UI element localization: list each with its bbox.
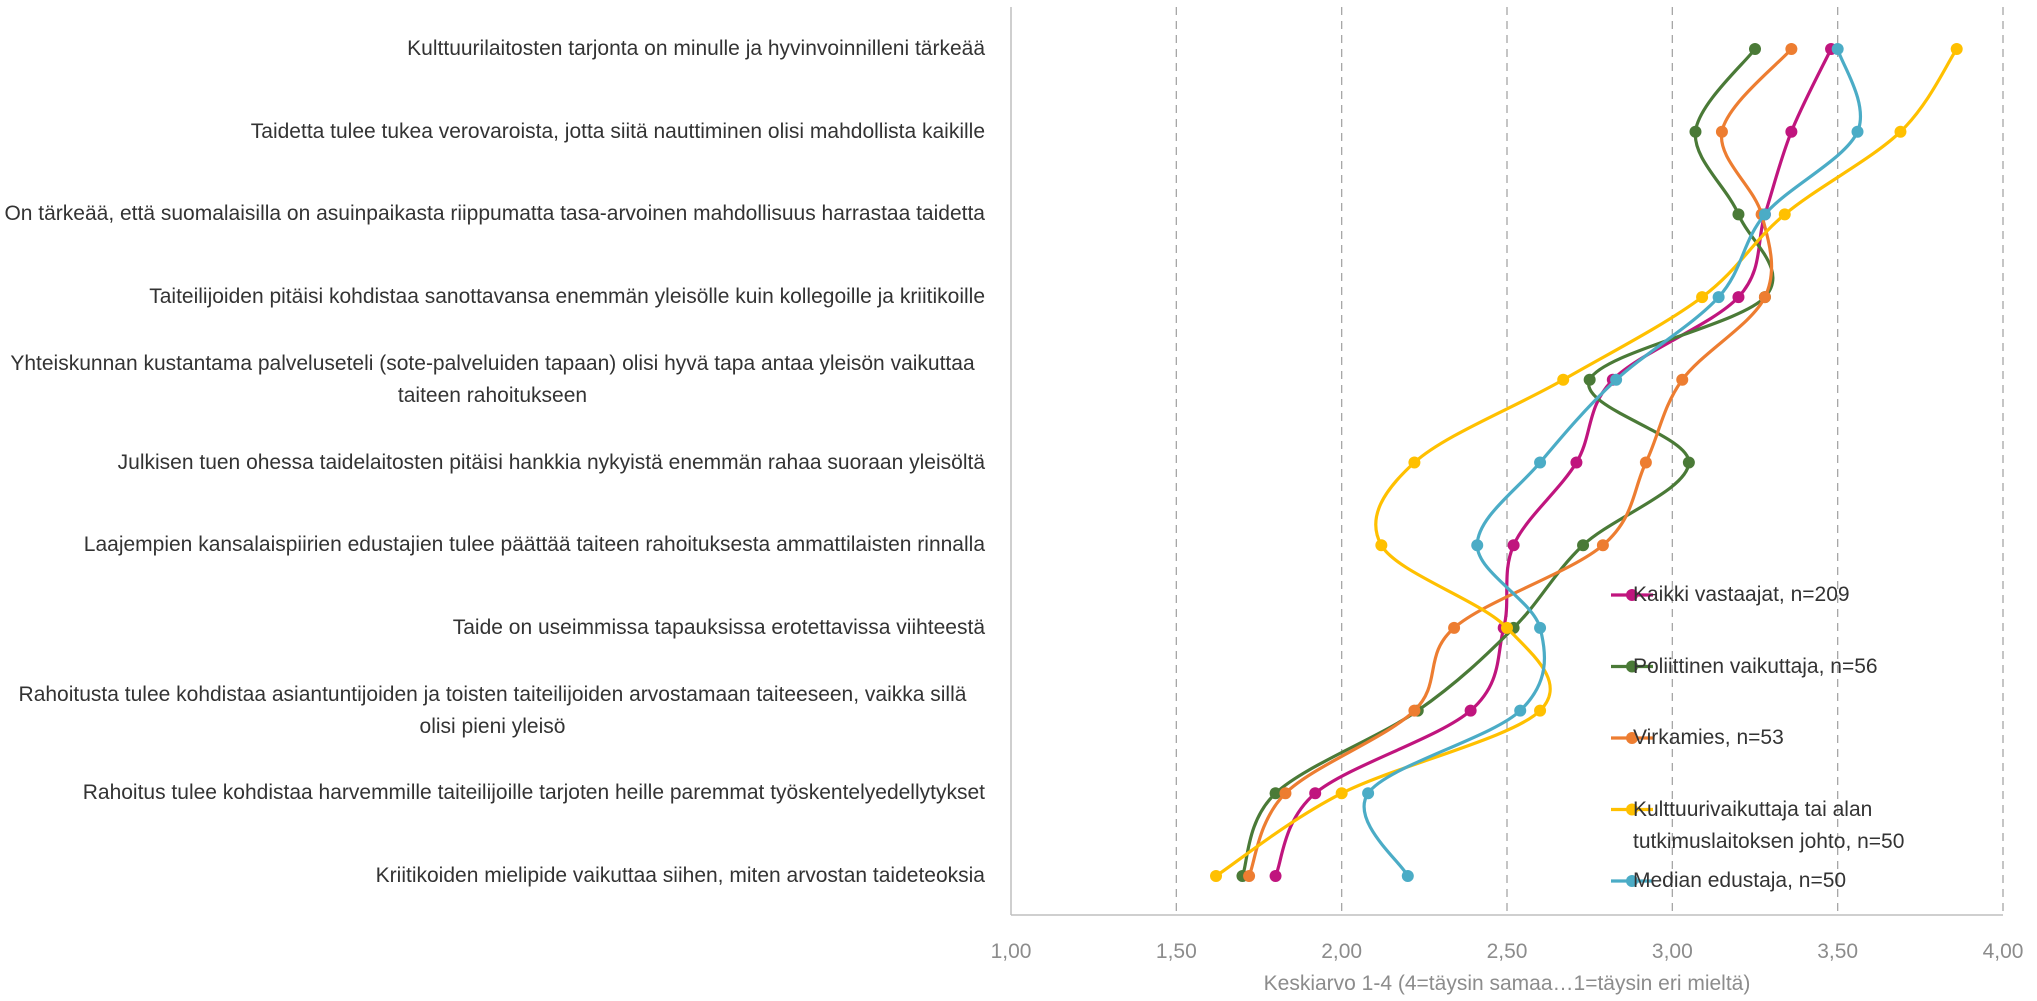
data-point [1758, 291, 1771, 304]
category-text: Laajempien kansalaispiirien edustajien t… [83, 533, 985, 557]
data-point [1243, 870, 1256, 882]
data-point [1534, 456, 1547, 469]
data-point [1279, 787, 1292, 800]
data-point [1950, 43, 1963, 55]
category-text: Taidetta tulee tukea verovaroista, jotta… [250, 119, 985, 143]
data-point [1851, 125, 1864, 138]
category-text: On tärkeää, että suomalaisilla on asuinp… [4, 202, 985, 226]
data-point [1894, 125, 1907, 138]
data-point [1570, 456, 1583, 469]
category-text: Taide on useimmissa tapauksissa erotetta… [452, 615, 985, 639]
data-point [1639, 456, 1652, 469]
data-point [1309, 787, 1322, 800]
data-point [1715, 125, 1728, 138]
data-point [1732, 291, 1745, 304]
data-point [1375, 539, 1388, 552]
data-point [1464, 704, 1477, 717]
data-point [1682, 456, 1695, 469]
category-label: Taide on useimmissa tapauksissa erotetta… [0, 612, 985, 644]
x-tick-label: 2,50 [1486, 940, 1528, 963]
series-line [1247, 47, 1793, 877]
data-point [1401, 870, 1414, 882]
legend-label: Median edustaja, n=50 [1633, 869, 1847, 892]
legend-swatch-dot [1626, 589, 1638, 601]
legend-label: Poliittinen vaikuttaja, n=56 [1633, 654, 1878, 678]
data-point [1676, 373, 1689, 386]
data-point [1534, 621, 1547, 634]
category-text: Rahoitus tulee kohdistaa harvemmille tai… [82, 781, 985, 805]
data-point [1732, 208, 1745, 221]
category-label: Julkisen tuen ohessa taidelaitosten pitä… [0, 447, 985, 479]
data-point [1696, 291, 1709, 304]
data-point [1785, 125, 1798, 138]
category-text: Yhteiskunnan kustantama palveluseteli (s… [10, 351, 975, 407]
data-point [1335, 787, 1348, 800]
legend-swatch-dot [1626, 660, 1638, 673]
x-axis-title: Keskiarvo 1-4 (4=täysin samaa…1=täysin e… [1263, 972, 1751, 995]
data-point [1577, 539, 1590, 552]
x-tick-label: 1,00 [990, 940, 1032, 963]
category-label: Laajempien kansalaispiirien edustajien t… [0, 529, 985, 561]
data-point [1534, 704, 1547, 717]
legend-swatch-dot [1626, 732, 1638, 744]
x-tick-label: 1,50 [1155, 940, 1197, 963]
category-label: Rahoitus tulee kohdistaa harvemmille tai… [0, 777, 985, 809]
category-text: Taiteilijoiden pitäisi kohdistaa sanotta… [149, 285, 985, 309]
category-label: Taidetta tulee tukea verovaroista, jotta… [0, 116, 985, 148]
legend-swatch-dot [1626, 875, 1638, 887]
data-point [1778, 208, 1791, 221]
data-point [1507, 539, 1520, 552]
legend-label: Kaikki vastaajat, n=209 [1633, 583, 1850, 606]
category-text: Kriitikoiden mielipide vaikuttaa siihen,… [375, 864, 985, 887]
data-point [1831, 43, 1844, 55]
category-label: Kriitikoiden mielipide vaikuttaa siihen,… [0, 860, 985, 892]
x-tick-label: 4,00 [1982, 940, 2024, 963]
x-tick-label: 3,50 [1817, 940, 1859, 963]
category-label: Kulttuurilaitosten tarjonta on minulle j… [0, 33, 985, 65]
category-text: Kulttuurilaitosten tarjonta on minulle j… [407, 37, 985, 60]
x-tick-label: 2,00 [1321, 940, 1363, 963]
category-label: Taiteilijoiden pitäisi kohdistaa sanotta… [0, 281, 985, 313]
data-point [1471, 539, 1484, 552]
data-point [1785, 43, 1798, 55]
data-point [1269, 870, 1282, 882]
data-point [1689, 125, 1702, 138]
data-point [1448, 621, 1461, 634]
data-point [1557, 373, 1570, 386]
x-tick-label: 3,00 [1651, 940, 1693, 963]
data-point [1596, 539, 1609, 552]
data-point [1269, 787, 1282, 800]
data-point [1514, 704, 1527, 717]
data-point [1362, 787, 1375, 800]
data-point [1610, 373, 1623, 386]
data-point [1501, 621, 1513, 634]
category-label: Yhteiskunnan kustantama palveluseteli (s… [0, 348, 985, 412]
legend-swatch-dot [1626, 803, 1638, 816]
category-label: On tärkeää, että suomalaisilla on asuinp… [0, 198, 985, 230]
legend-label: Virkamies, n=53 [1633, 726, 1784, 749]
legend-label: Kulttuurivaikuttaja tai alan tutkimuslai… [1633, 797, 1905, 853]
data-point [1408, 456, 1421, 469]
data-point [1583, 373, 1596, 386]
data-point [1210, 870, 1223, 882]
category-label: Rahoitusta tulee kohdistaa asiantuntijoi… [0, 679, 985, 743]
data-point [1408, 704, 1421, 717]
data-point [1712, 291, 1725, 304]
category-text: Rahoitusta tulee kohdistaa asiantuntijoi… [18, 682, 967, 738]
data-point [1758, 208, 1771, 221]
category-text: Julkisen tuen ohessa taidelaitosten pitä… [117, 450, 985, 474]
data-point [1749, 43, 1761, 55]
